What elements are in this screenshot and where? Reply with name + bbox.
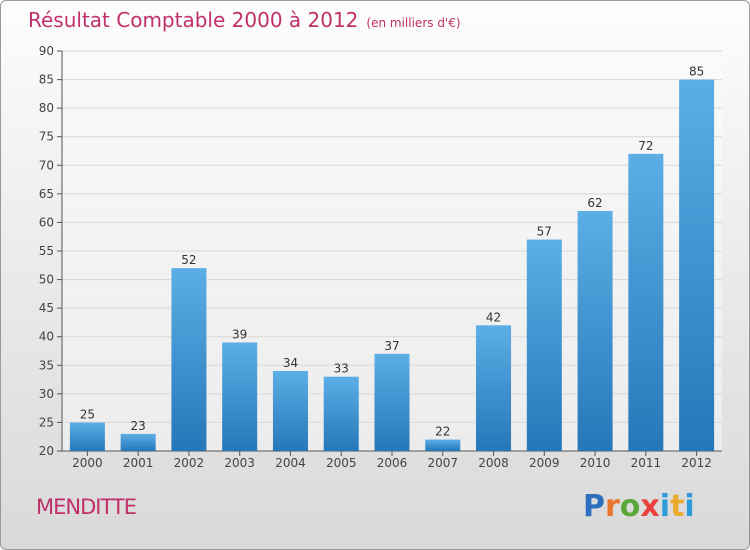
data-label: 25 xyxy=(80,407,95,421)
y-tick-label: 70 xyxy=(39,158,54,172)
x-tick-label: 2011 xyxy=(631,456,662,470)
bars xyxy=(69,79,715,452)
bar-2011 xyxy=(628,153,664,451)
logo-letter: r xyxy=(605,489,620,524)
data-label: 37 xyxy=(384,339,399,353)
data-label: 57 xyxy=(537,225,552,239)
data-label: 85 xyxy=(689,65,704,79)
y-tick-label: 20 xyxy=(39,444,54,458)
bar-2000 xyxy=(69,422,105,451)
bar-2012 xyxy=(679,79,715,452)
bar-2006 xyxy=(374,353,410,451)
data-label: 34 xyxy=(283,356,298,370)
y-tick-label: 45 xyxy=(39,301,54,315)
y-tick-label: 85 xyxy=(39,73,54,87)
x-tick-label: 2006 xyxy=(377,456,408,470)
chart-title: Résultat Comptable 2000 à 2012 (en millie… xyxy=(28,8,461,32)
logo-letter: o xyxy=(619,489,641,524)
proxiti-logo: Proxiti xyxy=(583,489,695,524)
logo-letter: i xyxy=(659,489,671,524)
y-tick-label: 90 xyxy=(39,44,54,58)
data-label: 52 xyxy=(181,253,196,267)
logo-letter: i xyxy=(684,489,695,524)
data-label: 22 xyxy=(435,425,450,439)
x-tick-label: 2005 xyxy=(326,456,357,470)
y-tick-label: 40 xyxy=(39,330,54,344)
bar-2007 xyxy=(425,439,461,451)
y-tick-label: 55 xyxy=(39,244,54,258)
x-tick-label: 2008 xyxy=(478,456,509,470)
y-tick-label: 25 xyxy=(39,415,54,429)
x-tick-label: 2007 xyxy=(427,456,458,470)
bar-2004 xyxy=(272,371,308,451)
data-label: 33 xyxy=(334,362,349,376)
y-tick-label: 50 xyxy=(39,273,54,287)
y-tick-label: 80 xyxy=(39,101,54,115)
x-tick-label: 2000 xyxy=(72,456,103,470)
x-tick-label: 2003 xyxy=(224,456,255,470)
x-tick-label: 2002 xyxy=(174,456,205,470)
y-tick-label: 60 xyxy=(39,215,54,229)
data-label: 62 xyxy=(587,196,602,210)
y-tick-label: 75 xyxy=(39,130,54,144)
x-tick-label: 2001 xyxy=(123,456,154,470)
chart-title-main: Résultat Comptable 2000 à 2012 xyxy=(28,8,359,32)
bar-2009 xyxy=(526,239,562,451)
y-tick-label: 35 xyxy=(39,358,54,372)
x-tick-label: 2009 xyxy=(529,456,560,470)
data-labels: 25 23 52 39 34 33 37 22 42 57 62 72 85 xyxy=(80,65,705,439)
data-label: 39 xyxy=(232,327,247,341)
commune-name: MENDITTE xyxy=(36,495,137,519)
chart-title-unit: (en milliers d'€) xyxy=(366,16,461,30)
x-tick-label: 2004 xyxy=(275,456,306,470)
x-tick-label: 2010 xyxy=(580,456,611,470)
logo-letter: t xyxy=(670,489,685,524)
logo-letter: x xyxy=(640,489,660,524)
bar-2008 xyxy=(476,325,512,451)
bar-2001 xyxy=(120,433,156,451)
y-tick-label: 65 xyxy=(39,187,54,201)
bar-2010 xyxy=(577,211,613,451)
logo-letter: P xyxy=(583,489,605,524)
bar-2002 xyxy=(171,268,207,451)
data-label: 42 xyxy=(486,310,501,324)
y-tick-label: 30 xyxy=(39,387,54,401)
x-tick-label: 2012 xyxy=(681,456,712,470)
data-label: 72 xyxy=(638,139,653,153)
data-label: 23 xyxy=(131,419,146,433)
bar-2005 xyxy=(323,376,359,451)
bar-2003 xyxy=(222,342,258,451)
